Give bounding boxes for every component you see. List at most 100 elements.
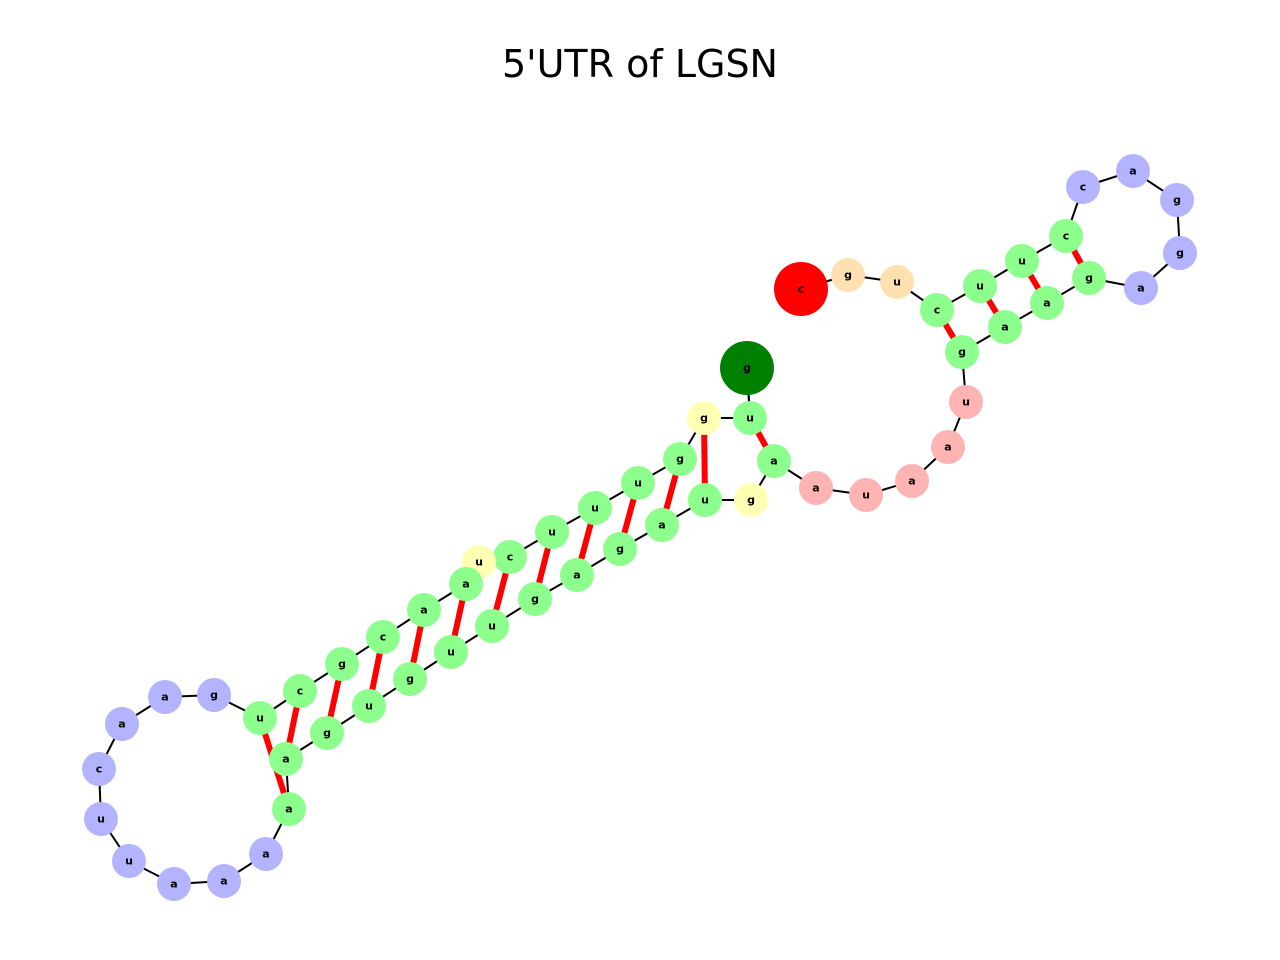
nucleotide-label: a (908, 475, 915, 488)
backbone-links (98, 170, 1181, 885)
nucleotide-label: g (1176, 247, 1184, 260)
nucleotide: u (621, 466, 655, 500)
nucleotide-label: a (658, 519, 665, 532)
nucleotide-node (945, 335, 979, 369)
nucleotide-label: a (1137, 282, 1144, 295)
nucleotide-node (157, 867, 191, 901)
nucleotide-label: a (420, 604, 427, 617)
nucleotide-label: u (365, 700, 373, 713)
nucleotide-label: u (97, 813, 105, 826)
nucleotide: u (84, 802, 118, 836)
nucleotide-node (243, 701, 277, 735)
nucleotide: u (1005, 244, 1039, 278)
nucleotide: u (880, 265, 914, 299)
nucleotide-node (1030, 286, 1064, 320)
nucleotide: a (757, 444, 791, 478)
nucleotide: u (849, 478, 883, 512)
nucleotide: g (1072, 261, 1106, 295)
nucleotide: c (283, 674, 317, 708)
nucleotide-node (475, 609, 509, 643)
nucleotide-node (148, 680, 182, 714)
nucleotide-node (931, 430, 965, 464)
nucleotide-node (1049, 219, 1083, 253)
nucleotide-label: u (125, 855, 133, 868)
nucleotide-node (518, 582, 552, 616)
nucleotide-label: g (406, 673, 414, 686)
nucleotide: a (799, 471, 833, 505)
nucleotide: a (249, 837, 283, 871)
nucleotide-label: a (770, 455, 777, 468)
nucleotide-node (449, 567, 483, 601)
nucleotide-label: a (944, 441, 951, 454)
nucleotide-label: g (844, 269, 852, 282)
nucleotide-label: g (338, 658, 346, 671)
nucleotide-label: u (746, 412, 754, 425)
nucleotide-node (1116, 154, 1150, 188)
nucleotide-node (799, 471, 833, 505)
nucleotide-node (963, 269, 997, 303)
nucleotide: u (733, 401, 767, 435)
nucleotide: c (82, 752, 116, 786)
nucleotide: a (407, 593, 441, 627)
nucleotide-label: c (1080, 181, 1087, 194)
nucleotide-node (880, 265, 914, 299)
nucleotide: u (352, 689, 386, 723)
nucleotide-node (578, 491, 612, 525)
nucleotide-node (645, 508, 679, 542)
nucleotide-label: g (743, 362, 751, 375)
nucleotide-node (407, 593, 441, 627)
nucleotide: a (1124, 271, 1158, 305)
nucleotide: g (663, 442, 697, 476)
nucleotide-label: a (1001, 321, 1008, 334)
nucleotide: g (831, 258, 865, 292)
nucleotide: u (949, 385, 983, 419)
nucleotide-label: g (210, 689, 218, 702)
nucleotide-node (720, 341, 774, 395)
nucleotide: g (325, 647, 359, 681)
nucleotide: a (449, 567, 483, 601)
nucleotide-node (197, 678, 231, 712)
nucleotide-node (352, 689, 386, 723)
nucleotide-node (269, 742, 303, 776)
nucleotide-label: a (812, 482, 819, 495)
nucleotide-node (663, 442, 697, 476)
nucleotide-label: c (96, 763, 103, 776)
nucleotide: g (945, 335, 979, 369)
nucleotide-node (621, 466, 655, 500)
nucleotide-label: g (531, 593, 539, 606)
nucleotide-node (112, 844, 146, 878)
nucleotide-node (733, 401, 767, 435)
nucleotide: u (434, 635, 468, 669)
nucleotide: u (535, 515, 569, 549)
nucleotide: a (560, 558, 594, 592)
nucleotide-label: g (1173, 194, 1181, 207)
nucleotide: c (366, 620, 400, 654)
nucleotide: a (895, 464, 929, 498)
nucleotide-node (1072, 261, 1106, 295)
nucleotide-label: g (616, 543, 624, 556)
nucleotide: a (645, 508, 679, 542)
nucleotide: c (920, 293, 954, 327)
nucleotide-label: g (676, 453, 684, 466)
five-prime-end-nucleotide: c (774, 262, 828, 316)
nucleotide: a (988, 310, 1022, 344)
nucleotide-label: a (1043, 297, 1050, 310)
nucleotide-node (1066, 170, 1100, 204)
nucleotide-label: a (282, 753, 289, 766)
nucleotide: g (734, 483, 768, 517)
nucleotide: g (310, 716, 344, 750)
nucleotide-label: c (507, 551, 514, 564)
nucleotide-node (774, 262, 828, 316)
nucleotide-label: g (958, 346, 966, 359)
nucleotide-node (493, 540, 527, 574)
nucleotide-node (988, 310, 1022, 344)
three-prime-end-nucleotide: g (720, 341, 774, 395)
nucleotide: a (272, 792, 306, 826)
nucleotide-label: c (1063, 230, 1070, 243)
nucleotide-label: a (118, 718, 125, 731)
nucleotide-node (283, 674, 317, 708)
nucleotide-node (82, 752, 116, 786)
nucleotide-label: c (798, 283, 805, 296)
nucleotide: g (197, 678, 231, 712)
nucleotide-label: a (220, 875, 227, 888)
